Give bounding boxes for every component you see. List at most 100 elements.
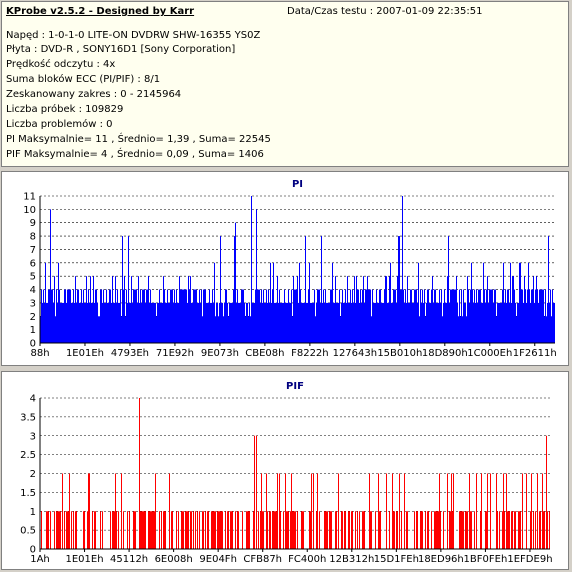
bar: [371, 511, 372, 549]
bar: [104, 302, 105, 343]
bar: [81, 289, 82, 343]
bar: [309, 511, 310, 549]
bar: [131, 276, 132, 343]
bar: [327, 302, 328, 343]
y-tick-label: 3: [30, 431, 36, 442]
bar: [396, 511, 397, 549]
bar: [237, 511, 238, 549]
bar: [386, 473, 387, 549]
bar: [294, 511, 295, 549]
bar: [262, 511, 263, 549]
bar: [394, 511, 395, 549]
x-tick-label: 9E04Fh: [199, 554, 237, 565]
bar: [468, 289, 469, 343]
bar: [196, 289, 197, 343]
bar: [480, 511, 481, 549]
bar: [258, 289, 259, 343]
bar: [87, 511, 88, 549]
bar: [99, 316, 100, 343]
bar: [431, 289, 432, 343]
bar: [303, 511, 304, 549]
bar: [256, 209, 257, 343]
bar: [379, 289, 380, 343]
bar: [547, 302, 548, 343]
bar: [205, 289, 206, 343]
bar: [88, 473, 89, 549]
bar: [75, 511, 76, 549]
bar: [229, 302, 230, 343]
bar: [100, 289, 101, 343]
bar: [467, 511, 468, 549]
bar: [430, 302, 431, 343]
bar: [337, 302, 338, 343]
bar: [66, 511, 67, 549]
bar: [221, 302, 222, 343]
bar: [110, 289, 111, 343]
bar: [47, 302, 48, 343]
bar: [207, 511, 208, 549]
bar: [362, 289, 363, 343]
bar: [445, 302, 446, 343]
bar: [539, 511, 540, 549]
bar: [504, 302, 505, 343]
bar: [90, 276, 91, 343]
bar: [522, 289, 523, 343]
bar: [514, 289, 515, 343]
bar: [479, 289, 480, 343]
bar: [246, 511, 247, 549]
bar: [187, 302, 188, 343]
bar: [507, 511, 508, 549]
bar: [399, 236, 400, 343]
bar: [148, 276, 149, 343]
bar: [474, 289, 475, 343]
bar: [83, 511, 84, 549]
bar: [65, 289, 66, 343]
bar: [294, 289, 295, 343]
bar: [182, 289, 183, 343]
bar: [76, 302, 77, 343]
bar: [161, 302, 162, 343]
bar: [319, 289, 320, 343]
bar: [137, 302, 138, 343]
bar: [395, 289, 396, 343]
bar: [535, 289, 536, 343]
x-tick-label: F8222h: [291, 348, 329, 359]
bar: [71, 511, 72, 549]
bar: [205, 511, 206, 549]
bar: [393, 511, 394, 549]
bar: [268, 289, 269, 343]
bar: [219, 511, 220, 549]
bar: [176, 511, 177, 549]
bar: [171, 289, 172, 343]
bar: [101, 289, 102, 343]
bar: [330, 289, 331, 343]
bar: [56, 289, 57, 343]
bar: [264, 302, 265, 343]
bar: [188, 276, 189, 343]
sample-count: Liczba próbek : 109829: [6, 104, 124, 115]
bar: [271, 302, 272, 343]
bar: [154, 302, 155, 343]
bar: [280, 511, 281, 549]
bar: [487, 276, 488, 343]
bar: [192, 302, 193, 343]
bar: [509, 302, 510, 343]
y-tick-label: 7: [30, 245, 36, 256]
bar: [46, 511, 47, 549]
bar: [106, 289, 107, 343]
bar: [167, 289, 168, 343]
bar: [254, 302, 255, 343]
bar: [486, 511, 487, 549]
bar: [270, 262, 271, 343]
bar: [67, 289, 68, 343]
bar: [316, 302, 317, 343]
bar: [301, 302, 302, 343]
bar: [433, 302, 434, 343]
bar: [57, 511, 58, 549]
bar: [188, 511, 189, 549]
bar: [107, 302, 108, 343]
bar: [412, 302, 413, 343]
bar: [123, 511, 124, 549]
bar: [286, 302, 287, 343]
bar: [404, 473, 405, 549]
